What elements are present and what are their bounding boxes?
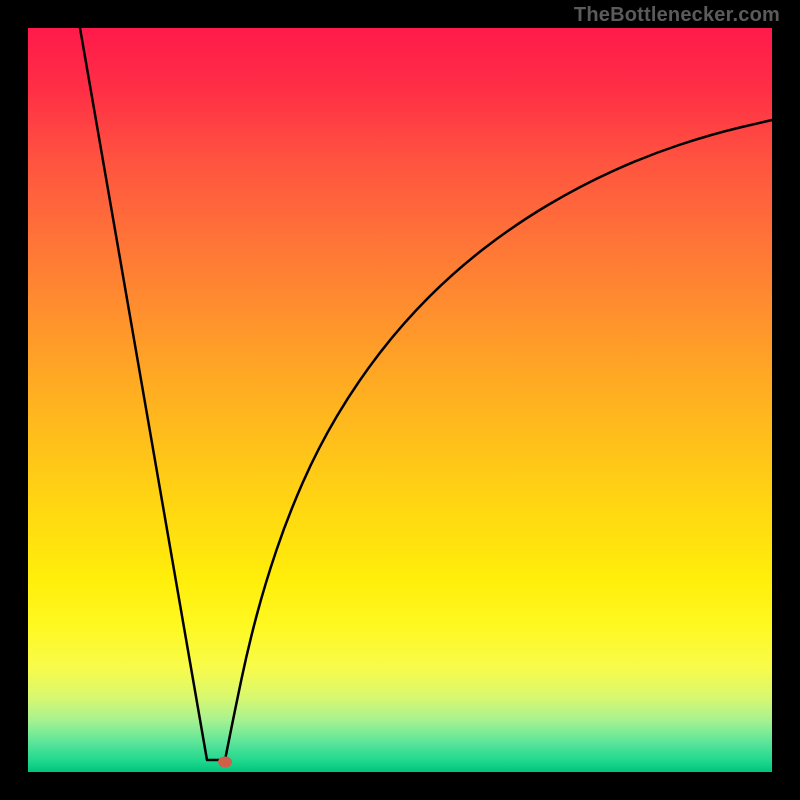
gradient-plot — [0, 0, 800, 800]
watermark-text: TheBottlenecker.com — [574, 4, 780, 27]
plot-background — [28, 28, 772, 772]
optimum-marker — [218, 757, 232, 768]
